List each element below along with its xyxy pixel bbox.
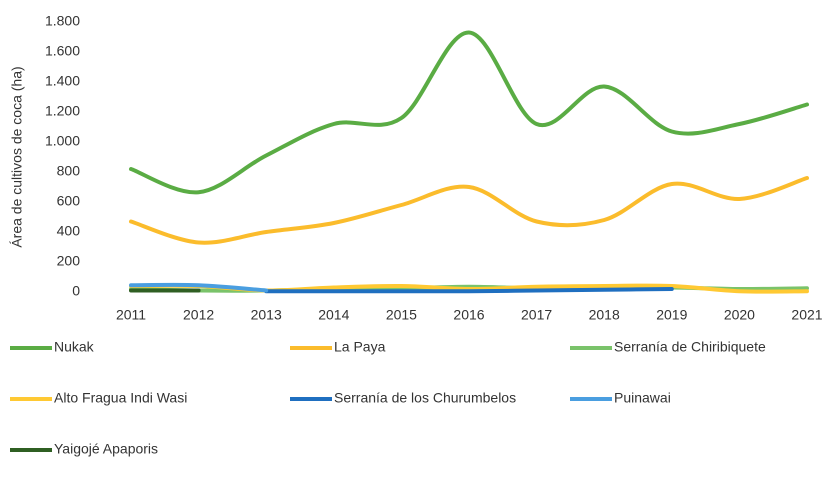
x-tick-label: 2018: [589, 307, 620, 323]
y-tick-label: 600: [57, 193, 81, 209]
legend-label: Puinawai: [614, 390, 671, 406]
y-tick-label: 800: [57, 163, 81, 179]
legend-label: Alto Fragua Indi Wasi: [54, 390, 187, 406]
x-tick-label: 2020: [724, 307, 755, 323]
x-tick-label: 2014: [318, 307, 349, 323]
y-tick-label: 200: [57, 253, 81, 269]
legend-label: Serranía de los Churumbelos: [334, 390, 516, 406]
x-tick-label: 2019: [656, 307, 687, 323]
series-line: [129, 282, 269, 293]
x-tick-label: 2016: [453, 307, 484, 323]
x-tick-label: 2015: [386, 307, 417, 323]
y-tick-label: 1.000: [45, 133, 80, 149]
y-tick-label: 400: [57, 223, 81, 239]
x-tick-label: 2021: [791, 307, 822, 323]
x-tick-label: 2013: [251, 307, 282, 323]
series-line: [264, 287, 674, 294]
legend-label: Serranía de Chiribiquete: [614, 339, 766, 355]
legend-label: Yaigojé Apaporis: [54, 441, 158, 457]
series-line: [129, 176, 809, 245]
x-tick-label: 2017: [521, 307, 552, 323]
y-tick-label: 1.200: [45, 103, 80, 119]
series-line: [129, 30, 809, 195]
legend-label: Nukak: [54, 339, 95, 355]
x-tick-label: 2012: [183, 307, 214, 323]
x-tick-label: 2011: [116, 307, 146, 323]
legend-label: La Paya: [334, 339, 386, 355]
y-tick-label: 0: [72, 283, 80, 299]
y-axis-label: Área de cultivos de coca (ha): [9, 66, 25, 247]
y-tick-label: 1.600: [45, 43, 80, 59]
y-tick-label: 1.400: [45, 73, 80, 89]
y-tick-label: 1.800: [45, 13, 80, 29]
